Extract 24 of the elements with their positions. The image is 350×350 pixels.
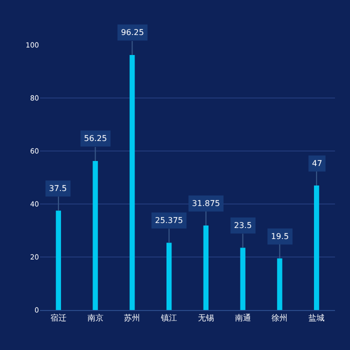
data-label: 23.5	[234, 221, 252, 230]
data-label: 96.25	[121, 28, 144, 37]
data-label: 25.375	[155, 216, 183, 225]
data-label: 31.875	[192, 199, 220, 208]
bar	[240, 248, 246, 310]
x-tick-label: 苏州	[124, 314, 140, 323]
x-tick-label: 宿迁	[50, 314, 66, 323]
bar	[130, 54, 135, 310]
x-tick-label: 无锡	[198, 314, 214, 323]
data-label: 37.5	[49, 184, 67, 193]
bar	[203, 226, 209, 310]
bar	[92, 160, 98, 310]
data-label: 56.25	[84, 134, 107, 143]
x-tick-label: 南京	[87, 314, 104, 323]
x-tick-label: 盐城	[308, 314, 325, 323]
x-tick-label: 镇江	[160, 314, 178, 323]
x-tick-label: 南通	[234, 314, 251, 323]
x-tick-label: 徐州	[272, 314, 288, 323]
bar	[277, 258, 282, 310]
bar	[56, 210, 62, 310]
data-label: 47	[312, 159, 322, 168]
bar	[314, 185, 320, 310]
bar	[166, 242, 172, 310]
data-label: 19.5	[271, 232, 289, 241]
